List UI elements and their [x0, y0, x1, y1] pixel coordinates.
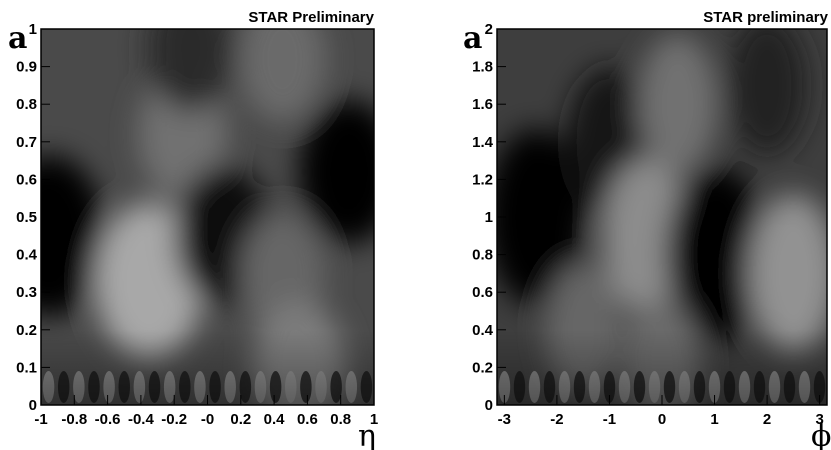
heatmap-feature [298, 99, 374, 245]
x-tick-label: 1 [370, 411, 378, 428]
heatmap-feature [727, 29, 808, 156]
x-tick-label: -0.4 [128, 411, 155, 428]
x-tick-label: 3 [815, 411, 823, 428]
y-tick-label: 0.4 [472, 322, 494, 339]
x-tick-label: -0.2 [161, 411, 187, 428]
heatmap-panel-eta: -1 -0.8 -0.6 -0.4 -0.2 -0 0.2 0.4 0.6 0.8 1 0 0.1 0.… [8, 9, 378, 450]
heatmap-feature [637, 33, 718, 175]
y-tick-label: 1.4 [472, 134, 494, 151]
x-tick-label: 0.8 [330, 411, 351, 428]
x-tick-label: 1 [710, 411, 718, 428]
x-tick-label: -0.6 [95, 411, 121, 428]
heatmap-panel-phi: -3 -2 -1 0 1 2 3 0 0.2 0.4 0.6 0.8 1 1.2 1.4 1.6 1.8 2 S… [463, 9, 831, 450]
x-tick-label: -2 [550, 411, 563, 428]
y-tick-label: 1.8 [472, 59, 493, 76]
y-tick-label: 0.2 [16, 322, 37, 339]
chart-title: STAR Preliminary [248, 9, 374, 26]
y-tick-label: 0.4 [16, 247, 38, 264]
y-tick-label: 0.3 [16, 284, 37, 301]
heatmap-feature [748, 193, 827, 353]
y-tick-label: 0.8 [16, 96, 37, 113]
y-tick-label: 0.5 [16, 209, 37, 226]
x-tick-label: -1 [34, 411, 47, 428]
y-axis-label: a [463, 21, 482, 56]
x-tick-label: -1 [603, 411, 616, 428]
x-tick-label: 2 [763, 411, 771, 428]
y-tick-label: 1.6 [472, 96, 493, 113]
x-tick-label: 0 [658, 411, 666, 428]
y-tick-label: 0 [485, 397, 493, 414]
y-tick-label: 1 [485, 209, 493, 226]
y-tick-label: 0.8 [472, 247, 493, 264]
y-tick-label: 0.2 [472, 359, 493, 376]
x-tick-label: 0.6 [297, 411, 318, 428]
heatmap-feature [147, 29, 235, 112]
heatmap-feature [497, 128, 587, 306]
y-tick-label: 0.9 [16, 59, 37, 76]
y-tick-label: 1.2 [472, 171, 493, 188]
chart-title: STAR preliminary [703, 9, 828, 26]
y-tick-label: 0.6 [472, 284, 493, 301]
heatmap-feature [41, 154, 106, 317]
y-tick-label: 0.6 [16, 171, 37, 188]
x-axis-label: η [358, 419, 376, 450]
y-tick-label: 0 [29, 397, 37, 414]
y-tick-label: 0.7 [16, 134, 37, 151]
y-tick-label: 0.1 [16, 359, 37, 376]
x-tick-label: 0.4 [264, 411, 286, 428]
x-tick-label: -0.8 [61, 411, 87, 428]
x-tick-label: -3 [498, 411, 511, 428]
x-tick-label: 0.2 [230, 411, 251, 428]
x-tick-label: -0 [201, 411, 214, 428]
heatmap-feature [602, 157, 691, 314]
heatmap-feature [667, 166, 768, 344]
y-tick-label: 1 [29, 21, 37, 38]
heatmap-feature [238, 29, 327, 123]
x-axis-label: ϕ [811, 419, 831, 450]
bottom-shade [497, 330, 827, 405]
y-axis-label: a [8, 21, 27, 56]
bottom-shade [41, 330, 374, 405]
y-tick-label: 2 [485, 21, 493, 38]
